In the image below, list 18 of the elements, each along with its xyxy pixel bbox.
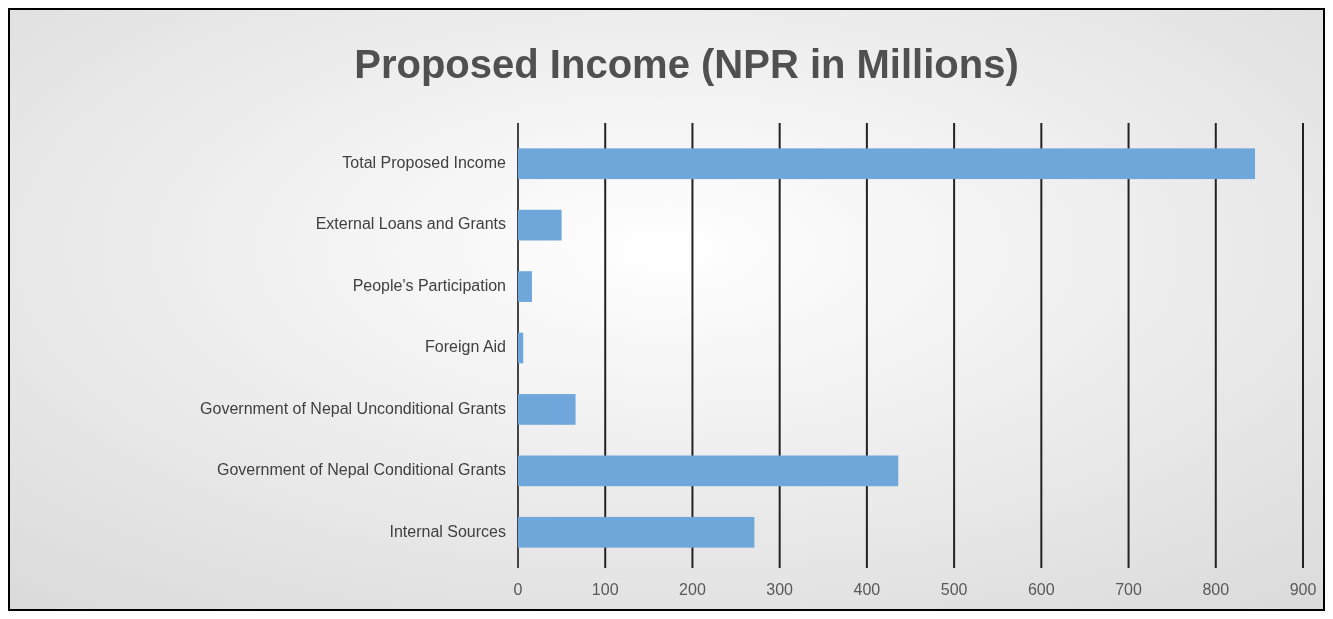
x-tick-label: 900 — [1289, 581, 1317, 598]
x-tick-label: 600 — [1027, 581, 1055, 598]
x-tick-label: 0 — [513, 581, 523, 598]
y-tick-label: Foreign Aid — [425, 338, 506, 356]
x-tick-label: 800 — [1202, 581, 1230, 598]
chart-title: Proposed Income (NPR in Millions) — [354, 42, 1019, 86]
x-tick-label: 100 — [591, 581, 619, 598]
y-tick-label: Total Proposed Income — [342, 153, 507, 171]
y-tick-label: People's Participation — [352, 276, 506, 294]
x-tick-label: 500 — [940, 581, 968, 598]
x-tick-label: 400 — [853, 581, 881, 598]
x-tick-label: 700 — [1115, 581, 1142, 598]
y-tick-label: External Loans and Grants — [315, 215, 506, 233]
x-tick-label: 200 — [679, 581, 706, 598]
y-tick-label: Government of Nepal Unconditional Grants — [200, 399, 506, 417]
y-tick-label: Internal Sources — [389, 522, 506, 540]
x-tick-label: 300 — [766, 581, 794, 598]
y-tick-label: Government of Nepal Conditional Grants — [216, 461, 506, 479]
